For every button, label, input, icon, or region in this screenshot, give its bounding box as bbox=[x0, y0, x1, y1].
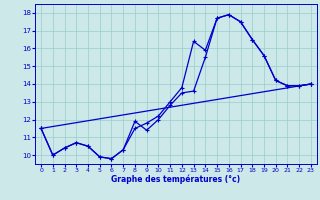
X-axis label: Graphe des températures (°c): Graphe des températures (°c) bbox=[111, 175, 241, 184]
